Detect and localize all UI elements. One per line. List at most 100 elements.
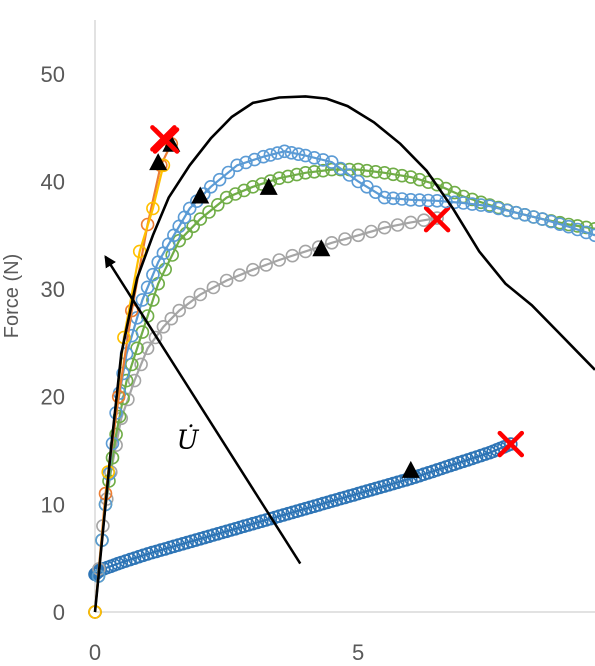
data-point bbox=[439, 194, 453, 209]
data-point bbox=[182, 201, 197, 216]
data-point bbox=[482, 199, 497, 213]
series-layer bbox=[88, 95, 595, 619]
data-point bbox=[140, 280, 155, 295]
data-point bbox=[263, 148, 278, 162]
data-point bbox=[285, 248, 300, 263]
data-point bbox=[395, 192, 409, 206]
peak-marker bbox=[312, 239, 331, 257]
data-point bbox=[291, 147, 306, 161]
y-tick-label: 30 bbox=[41, 277, 65, 302]
data-point bbox=[193, 287, 208, 302]
data-point bbox=[307, 165, 322, 179]
data-point bbox=[509, 205, 523, 220]
data-point bbox=[172, 303, 186, 318]
y-axis-title: Force (N) bbox=[1, 254, 23, 338]
data-point bbox=[140, 341, 155, 356]
data-point bbox=[146, 293, 160, 307]
data-point bbox=[206, 280, 221, 295]
data-point bbox=[421, 193, 436, 208]
peak-marker bbox=[259, 177, 278, 195]
data-point bbox=[127, 373, 142, 388]
data-point bbox=[535, 212, 550, 226]
data-point bbox=[272, 171, 287, 185]
data-point bbox=[417, 213, 431, 227]
rate-annotation: U̇ bbox=[104, 255, 302, 565]
data-point bbox=[164, 311, 179, 326]
data-point bbox=[130, 341, 144, 356]
data-point bbox=[219, 273, 234, 288]
data-point bbox=[403, 215, 418, 230]
data-point bbox=[277, 144, 292, 159]
data-point bbox=[246, 180, 260, 194]
series-line bbox=[93, 143, 173, 613]
data-point bbox=[503, 437, 518, 451]
y-tick-label: 10 bbox=[41, 492, 65, 517]
failure-marker bbox=[497, 430, 525, 458]
data-point bbox=[270, 146, 285, 160]
data-point bbox=[246, 262, 260, 277]
data-point bbox=[333, 161, 348, 176]
data-point bbox=[324, 162, 339, 177]
data-point bbox=[465, 197, 480, 211]
data-point bbox=[259, 258, 273, 272]
data-point bbox=[474, 198, 488, 212]
data-point bbox=[351, 228, 366, 243]
series-line bbox=[94, 443, 512, 576]
data-point bbox=[316, 153, 330, 167]
data-point bbox=[158, 262, 172, 277]
data-point bbox=[500, 203, 515, 218]
data-point bbox=[386, 191, 401, 206]
series-line bbox=[93, 95, 595, 613]
data-point bbox=[430, 194, 444, 208]
data-point bbox=[219, 190, 234, 205]
data-point bbox=[156, 319, 171, 334]
data-point bbox=[230, 158, 244, 173]
y-tick-label: 50 bbox=[41, 62, 65, 87]
data-point bbox=[412, 172, 427, 187]
data-point bbox=[182, 295, 197, 310]
data-point bbox=[281, 169, 295, 184]
data-point bbox=[403, 193, 418, 207]
data-point bbox=[395, 168, 409, 183]
data-point bbox=[211, 198, 225, 212]
data-point bbox=[553, 217, 567, 231]
data-point bbox=[412, 193, 427, 207]
data-point bbox=[544, 214, 558, 229]
peak-marker bbox=[149, 153, 168, 171]
peak-marker bbox=[401, 460, 420, 478]
data-point bbox=[364, 224, 379, 239]
data-point bbox=[338, 232, 352, 246]
data-point bbox=[324, 155, 339, 169]
data-point bbox=[316, 163, 330, 178]
data-point bbox=[307, 151, 322, 165]
data-point bbox=[517, 208, 532, 222]
series-6 bbox=[93, 95, 595, 613]
data-point bbox=[588, 228, 595, 243]
data-point bbox=[186, 219, 200, 234]
data-point bbox=[146, 267, 160, 282]
data-point bbox=[430, 177, 444, 192]
data-point bbox=[403, 170, 418, 184]
data-point bbox=[298, 148, 313, 163]
data-point bbox=[561, 219, 576, 234]
data-point bbox=[256, 149, 271, 164]
data-point bbox=[221, 165, 236, 180]
data-point bbox=[140, 217, 155, 232]
data-point bbox=[526, 210, 541, 224]
data-point bbox=[298, 244, 313, 259]
data-point bbox=[377, 166, 392, 180]
data-point bbox=[193, 212, 208, 226]
failure-marker bbox=[423, 205, 451, 233]
series-line bbox=[93, 217, 438, 613]
data-point bbox=[360, 163, 374, 178]
data-point bbox=[579, 225, 594, 240]
data-point bbox=[570, 219, 585, 233]
data-point bbox=[204, 180, 218, 194]
data-point bbox=[386, 167, 401, 182]
data-point bbox=[456, 196, 471, 210]
data-point bbox=[247, 152, 262, 167]
series-3 bbox=[88, 144, 595, 619]
data-point bbox=[377, 220, 392, 235]
